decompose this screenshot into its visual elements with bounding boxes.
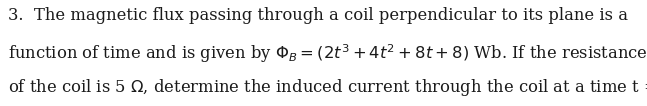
Text: function of time and is given by $\Phi_B = ( 2t^3 + 4t^2 + 8t + 8)$ Wb. If the r: function of time and is given by $\Phi_B… bbox=[8, 42, 647, 65]
Text: 3.  The magnetic flux passing through a coil perpendicular to its plane is a: 3. The magnetic flux passing through a c… bbox=[8, 7, 628, 24]
Text: of the coil is 5 $\Omega$, determine the induced current through the coil at a t: of the coil is 5 $\Omega$, determine the… bbox=[8, 77, 647, 98]
